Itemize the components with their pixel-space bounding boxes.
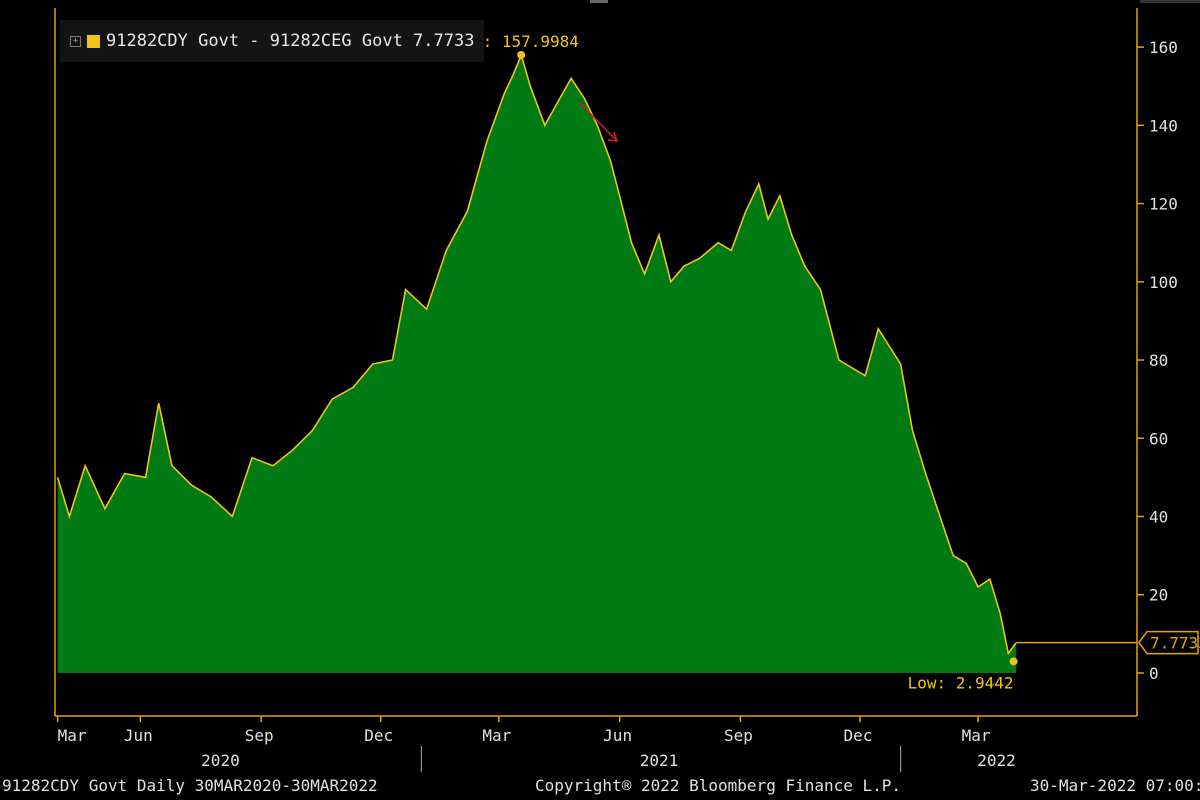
year-label: 2020 xyxy=(201,751,240,770)
x-tick-label: Mar xyxy=(962,726,991,745)
top-bar-segment xyxy=(1140,0,1200,3)
top-handle xyxy=(590,0,608,3)
last-value-label: 7.7733 xyxy=(1150,634,1200,653)
expand-icon[interactable]: + xyxy=(70,35,81,47)
x-tick-label: Jun xyxy=(603,726,632,745)
hi-marker xyxy=(517,50,526,59)
x-tick-label: Sep xyxy=(245,726,274,745)
legend-swatch xyxy=(87,34,100,48)
year-label: 2022 xyxy=(977,751,1016,770)
x-tick-label: Sep xyxy=(724,726,753,745)
x-tick-label: Dec xyxy=(843,726,872,745)
low-marker xyxy=(1009,657,1018,666)
y-tick-label: 20 xyxy=(1149,586,1168,605)
legend[interactable]: + 91282CDY Govt - 91282CEG Govt 7.7733 xyxy=(60,20,485,62)
low-label: Low: 2.9442 xyxy=(908,673,1014,692)
x-tick-label: Mar xyxy=(58,726,87,745)
x-tick-label: Mar xyxy=(482,726,511,745)
hi-label: Hi: 157.9984 xyxy=(463,32,579,51)
year-label: 2021 xyxy=(640,751,679,770)
y-tick-label: 40 xyxy=(1149,508,1168,527)
y-tick-label: 140 xyxy=(1149,116,1178,135)
series-line xyxy=(56,52,1017,656)
footer-copyright: Copyright® 2022 Bloomberg Finance L.P. xyxy=(535,776,902,795)
y-tick-label: 160 xyxy=(1149,38,1178,57)
x-tick-label: Dec xyxy=(364,726,393,745)
y-tick-label: 60 xyxy=(1149,429,1168,448)
y-tick-label: 100 xyxy=(1149,273,1178,292)
trend-arrow-head xyxy=(607,131,619,142)
last-value-tag xyxy=(1138,630,1199,655)
trend-arrow-line xyxy=(578,101,618,142)
x-tick-label: Jun xyxy=(124,726,153,745)
legend-label: 91282CDY Govt - 91282CEG Govt 7.7733 xyxy=(106,31,475,51)
footer-timestamp: 30-Mar-2022 07:00:18 xyxy=(1030,776,1200,795)
y-tick-label: 120 xyxy=(1149,195,1178,214)
y-tick-label: 80 xyxy=(1149,351,1168,370)
footer-security-range: 91282CDY Govt Daily 30MAR2020-30MAR2022 xyxy=(2,776,378,795)
series-area xyxy=(57,54,1017,673)
y-tick-label: 0 xyxy=(1149,664,1159,683)
